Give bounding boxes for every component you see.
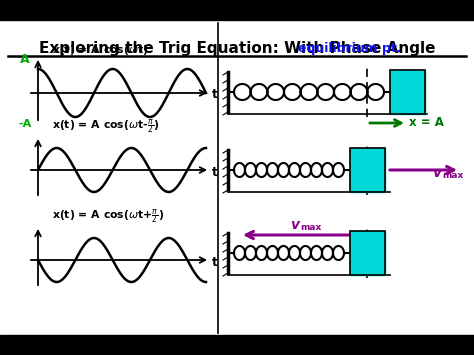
Text: x(t) = A cos($\omega$t+$\frac{\pi}{2}$): x(t) = A cos($\omega$t+$\frac{\pi}{2}$) [52, 207, 164, 226]
Text: t: t [212, 256, 218, 268]
Bar [350, 231, 385, 275]
Text: equilibrium pt.: equilibrium pt. [298, 42, 402, 55]
Text: x(t) = A cos($\omega$t-$\frac{\pi}{2}$): x(t) = A cos($\omega$t-$\frac{\pi}{2}$) [52, 117, 159, 136]
Bar [0, 0, 474, 20]
Bar [0, 20, 474, 335]
Text: max: max [300, 224, 321, 233]
Bar [350, 148, 385, 192]
Bar [350, 148, 385, 192]
Text: x(t) = A cos($\omega$t): x(t) = A cos($\omega$t) [52, 43, 149, 57]
Text: Exploring the Trig Equation: With Phase Angle: Exploring the Trig Equation: With Phase … [39, 40, 435, 55]
Text: x = A: x = A [409, 116, 444, 130]
Bar [390, 70, 425, 114]
Bar [0, 335, 474, 355]
Text: A: A [20, 53, 30, 66]
Text: v: v [290, 218, 299, 232]
Text: max: max [442, 171, 463, 180]
Bar [350, 231, 385, 275]
Text: v: v [432, 166, 441, 180]
Text: t: t [212, 88, 218, 102]
Text: -A: -A [19, 119, 32, 129]
Bar [390, 70, 425, 114]
Text: t: t [212, 165, 218, 179]
